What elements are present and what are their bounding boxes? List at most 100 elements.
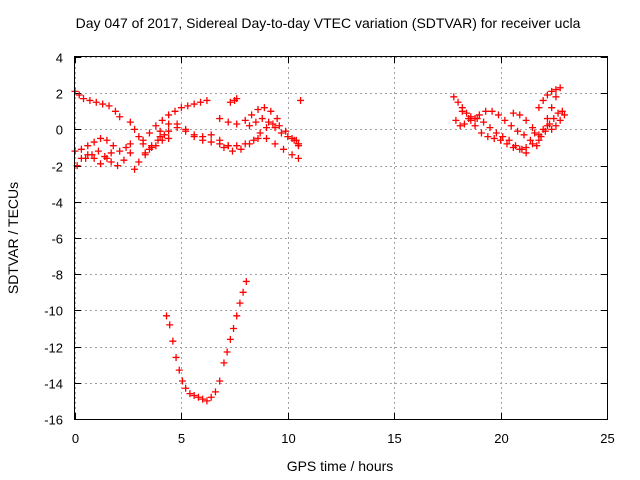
data-point <box>452 116 460 124</box>
data-point <box>522 116 530 124</box>
data-point <box>148 142 156 150</box>
data-point <box>488 107 496 115</box>
data-point <box>114 162 122 170</box>
data-point <box>226 98 234 106</box>
data-point <box>139 136 147 144</box>
data-point <box>97 134 105 142</box>
data-point <box>522 144 530 151</box>
x-tick-label: 5 <box>178 431 185 446</box>
data-point <box>241 116 249 124</box>
data-point <box>239 288 247 296</box>
data-point <box>484 133 492 141</box>
chart-title: Day 047 of 2017, Sidereal Day-to-day VTE… <box>76 15 581 31</box>
data-point <box>269 120 277 128</box>
data-point <box>267 107 275 115</box>
data-point <box>111 107 119 115</box>
data-point <box>211 388 219 396</box>
data-point <box>88 151 96 159</box>
series-track-s <box>458 107 543 153</box>
data-point <box>277 129 285 137</box>
y-tick-label: 2 <box>56 87 63 102</box>
data-point <box>178 377 186 385</box>
data-point <box>101 153 109 161</box>
data-point <box>539 96 547 104</box>
data-point <box>126 118 134 126</box>
data-point <box>543 115 551 123</box>
data-point <box>554 109 562 117</box>
grid-lines <box>75 57 608 420</box>
data-point <box>505 136 513 144</box>
data-point <box>271 140 279 148</box>
data-point <box>135 133 143 141</box>
data-point <box>497 136 505 144</box>
data-point <box>256 129 264 137</box>
y-tick-label: -10 <box>44 304 63 319</box>
data-point <box>537 133 545 141</box>
data-point <box>282 127 290 135</box>
data-point <box>120 156 128 164</box>
data-point <box>165 127 173 135</box>
data-point <box>543 91 551 99</box>
data-point <box>233 95 241 103</box>
y-tick-label: -6 <box>51 232 63 247</box>
data-point <box>116 147 124 155</box>
data-point <box>265 118 273 126</box>
data-point <box>254 105 262 113</box>
data-point <box>165 111 173 119</box>
data-point <box>516 145 524 153</box>
data-point <box>263 124 271 132</box>
data-point <box>190 391 198 399</box>
data-point <box>526 136 534 144</box>
data-point <box>172 353 180 361</box>
data-point <box>131 125 139 133</box>
data-point <box>182 127 190 135</box>
data-point <box>75 91 83 99</box>
data-point <box>152 122 160 130</box>
data-point <box>160 131 168 139</box>
data-point <box>558 107 566 115</box>
series-track-o <box>292 136 302 148</box>
data-point <box>520 131 528 139</box>
data-point <box>548 87 556 95</box>
data-point <box>107 149 115 157</box>
x-tick-label: 10 <box>281 431 295 446</box>
data-point <box>216 115 224 123</box>
y-tick-label: -14 <box>44 377 63 392</box>
data-point <box>105 102 113 110</box>
series-track-n <box>250 120 302 150</box>
data-point <box>492 129 500 137</box>
x-tick-label: 20 <box>494 431 508 446</box>
data-point <box>82 154 90 162</box>
data-point <box>216 377 224 385</box>
series-dip <box>163 277 250 405</box>
series-track-l <box>220 134 302 162</box>
data-point <box>224 118 232 126</box>
data-point <box>207 393 215 401</box>
series-track-q <box>450 93 541 150</box>
data-point <box>273 115 281 123</box>
data-point <box>216 136 224 144</box>
series-track-c <box>73 149 115 170</box>
data-point <box>107 158 115 166</box>
data-point <box>236 299 244 307</box>
data-point <box>237 145 245 153</box>
data-point <box>482 107 490 115</box>
y-tick-label: -12 <box>44 341 63 356</box>
data-point <box>465 115 473 123</box>
data-point <box>294 140 302 148</box>
series-track-i <box>156 120 232 150</box>
data-point <box>288 134 296 142</box>
data-point <box>197 98 205 106</box>
data-point <box>254 134 262 142</box>
data-point <box>190 100 198 108</box>
data-point <box>199 395 207 403</box>
data-point <box>556 116 564 124</box>
data-point <box>541 127 549 135</box>
data-point <box>550 115 558 123</box>
series-track-k <box>226 95 241 106</box>
data-point <box>122 144 130 151</box>
data-point <box>535 104 543 112</box>
data-point <box>203 397 211 405</box>
x-tick-label: 0 <box>72 431 79 446</box>
data-point <box>529 124 537 132</box>
